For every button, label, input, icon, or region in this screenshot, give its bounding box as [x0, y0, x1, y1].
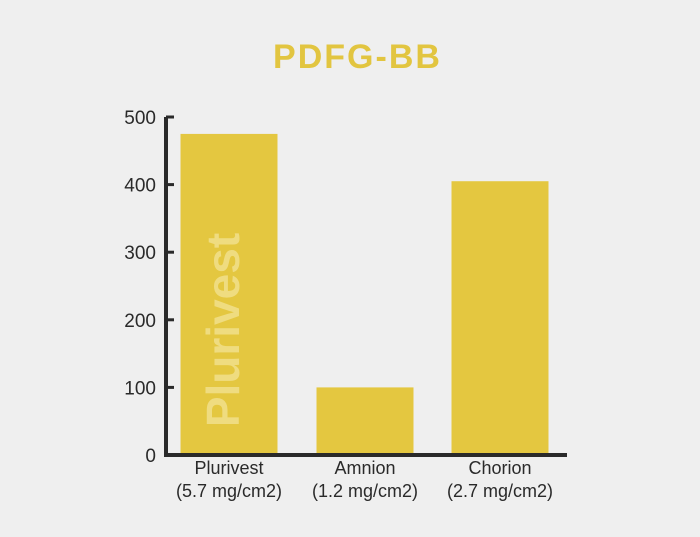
- y-tick-label-400: 400: [124, 176, 156, 197]
- bar-0: [180, 133, 278, 455]
- bar-1: [316, 387, 414, 455]
- y-tick-label-500: 500: [124, 108, 156, 129]
- x-tick-sublabel-0: (5.7 mg/cm2): [176, 481, 282, 501]
- x-tick-label-0: Plurivest: [194, 458, 263, 478]
- chart-title: PDFG-BB: [273, 38, 442, 76]
- y-tick-label-200: 200: [124, 311, 156, 332]
- y-tick-label-100: 100: [124, 378, 156, 399]
- bar-2: [451, 181, 549, 455]
- x-tick-sublabel-1: (1.2 mg/cm2): [312, 481, 418, 501]
- y-tick-label-0: 0: [145, 446, 156, 467]
- x-tick-label-2: Chorion: [468, 458, 531, 478]
- x-tick-sublabel-2: (2.7 mg/cm2): [447, 481, 553, 501]
- x-tick-label-1: Amnion: [334, 458, 395, 478]
- y-tick-label-300: 300: [124, 243, 156, 264]
- watermark-text: Plurivest: [197, 233, 249, 427]
